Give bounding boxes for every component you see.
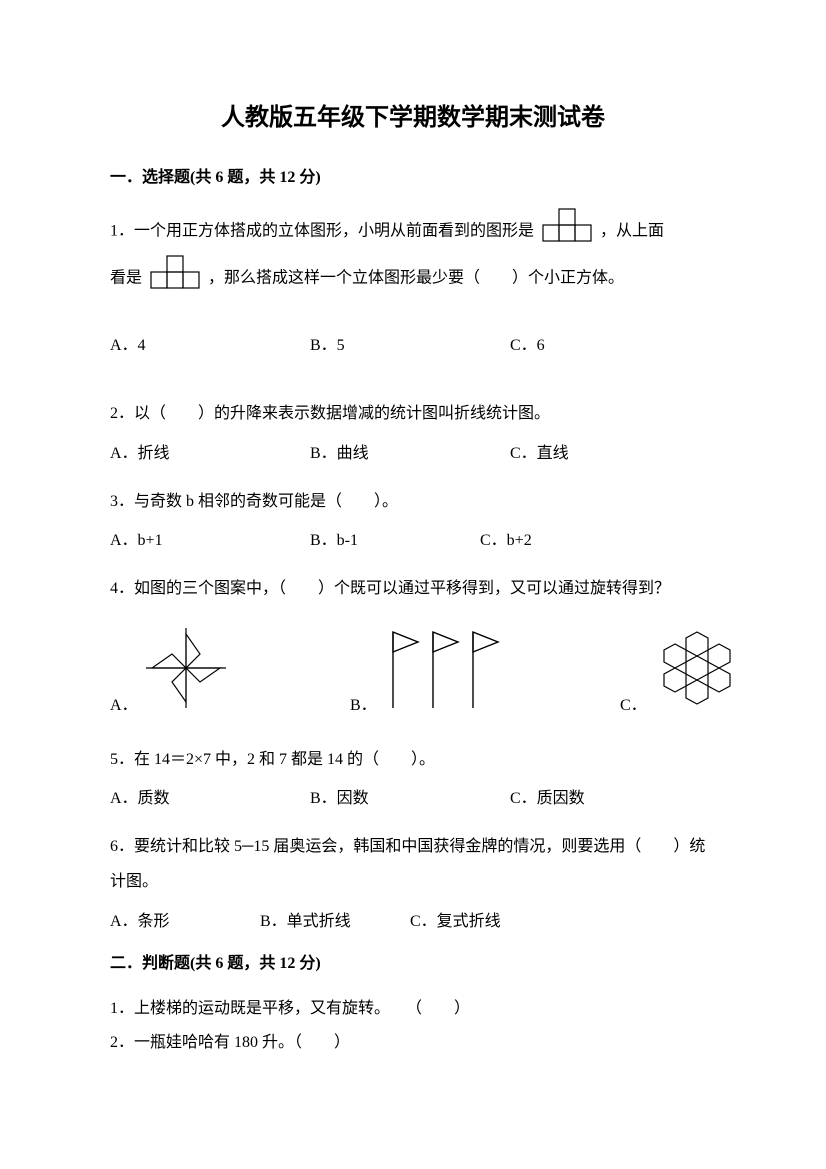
q4-text: 4．如图的三个图案中，（ ）个既可以通过平移得到，又可以通过旋转得到？ — [110, 571, 716, 606]
question-4: 4．如图的三个图案中，（ ）个既可以通过平移得到，又可以通过旋转得到？ A． — [110, 571, 716, 722]
q4-option-a-label: A． — [110, 690, 138, 722]
q6-option-a: A．条形 — [110, 906, 260, 938]
q2-option-b: B．曲线 — [310, 438, 510, 470]
hexagon-flower-icon — [653, 626, 741, 722]
q5-option-b: B．因数 — [310, 783, 510, 815]
question-1: 1．一个用正方体搭成的立体图形，小明从前面看到的图形是 ，从上面 看是 ，那么搭… — [110, 208, 716, 362]
q3-option-b: B．b-1 — [310, 525, 480, 557]
q6-option-b: B．单式折线 — [260, 906, 410, 938]
q5-option-c: C．质因数 — [510, 783, 710, 815]
q1-option-b: B．5 — [310, 330, 510, 362]
q1-option-a: A．4 — [110, 330, 310, 362]
q2-option-c: C．直线 — [510, 438, 710, 470]
q1-text-2b: ，那么搭成这样一个立体图形最少要（ ）个小正方体。 — [208, 269, 624, 286]
q3-option-a: A．b+1 — [110, 525, 310, 557]
q3-option-c: C．b+2 — [480, 525, 650, 557]
q5-option-a: A．质数 — [110, 783, 310, 815]
q1-option-c: C．6 — [510, 330, 710, 362]
q6-option-c: C．复式折线 — [410, 906, 560, 938]
section-2-header: 二．判断题(共 6 题，共 12 分) — [110, 952, 716, 976]
q4-option-b-label: B． — [350, 690, 377, 722]
star-pinwheel-icon — [144, 626, 228, 722]
top-view-shape-icon — [150, 255, 200, 302]
q2-text: 2．以（ ）的升降来表示数据增减的统计图叫折线统计图。 — [110, 396, 716, 431]
front-view-shape-icon — [542, 208, 592, 255]
page-title: 人教版五年级下学期数学期末测试卷 — [110, 100, 716, 136]
q1-text-2a: 看是 — [110, 269, 142, 286]
question-5: 5．在 14＝2×7 中，2 和 7 都是 14 的（ ）。 A．质数 B．因数… — [110, 742, 716, 815]
q2-option-a: A．折线 — [110, 438, 310, 470]
flags-icon — [383, 626, 503, 722]
s2-question-1: 1．上楼梯的运动既是平移，又有旋转。 （ ） — [110, 994, 716, 1024]
question-6: 6．要统计和比较 5─15 届奥运会，韩国和中国获得金牌的情况，则要选用（ ）统… — [110, 829, 716, 937]
q1-text-1a: 1．一个用正方体搭成的立体图形，小明从前面看到的图形是 — [110, 222, 534, 239]
q5-text: 5．在 14＝2×7 中，2 和 7 都是 14 的（ ）。 — [110, 742, 716, 777]
q4-option-c-label: C． — [620, 690, 647, 722]
section-1-header: 一．选择题(共 6 题，共 12 分) — [110, 166, 716, 190]
q1-text-1b: ，从上面 — [600, 222, 664, 239]
q3-text: 3．与奇数 b 相邻的奇数可能是（ ）。 — [110, 484, 716, 519]
s2-question-2: 2．一瓶娃哈哈有 180 升。（ ） — [110, 1028, 716, 1058]
q6-text: 6．要统计和比较 5─15 届奥运会，韩国和中国获得金牌的情况，则要选用（ ）统… — [110, 829, 716, 899]
question-2: 2．以（ ）的升降来表示数据增减的统计图叫折线统计图。 A．折线 B．曲线 C．… — [110, 396, 716, 469]
question-3: 3．与奇数 b 相邻的奇数可能是（ ）。 A．b+1 B．b-1 C．b+2 — [110, 484, 716, 557]
